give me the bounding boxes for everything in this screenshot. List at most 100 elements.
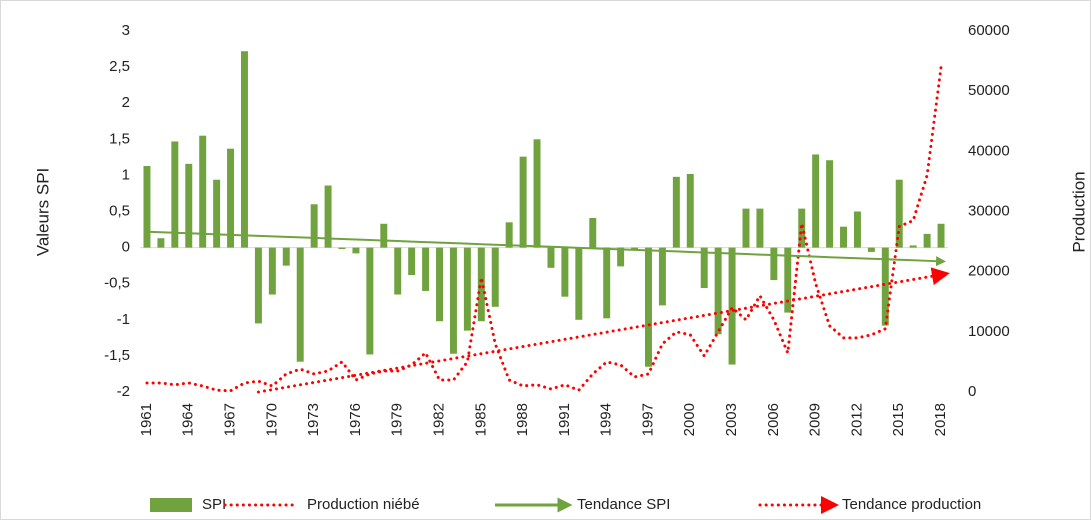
y2-tick-label: 60000 [968,22,1010,39]
y-tick-label: 1 [122,166,130,183]
bar [408,247,416,276]
y-axis-title: Valeurs SPI [33,168,52,257]
bar [533,139,541,248]
bar [853,211,861,248]
x-tick-label: 2018 [932,403,949,436]
y2-tick-label: 50000 [968,82,1010,99]
series-line [145,65,943,393]
bar [672,176,680,248]
x-tick-label: 1964 [180,403,197,436]
bar [282,247,290,266]
y2-tick-label: 20000 [968,263,1010,280]
legend-label: SPI [202,496,226,513]
y-tick-label: 2 [122,94,130,111]
x-tick-label: 1979 [389,403,406,436]
y-tick-label: -0,5 [104,275,130,292]
bar [867,247,875,252]
y-tick-label: -1,5 [104,347,130,364]
bar [366,247,374,355]
bar [254,247,262,324]
bar [171,141,179,248]
series-line [256,267,950,394]
x-tick-label: 2003 [723,403,740,436]
bar [199,135,207,248]
y2-tick-label: 40000 [968,142,1010,159]
bar [491,247,499,307]
bar [324,185,332,248]
bar [436,247,443,322]
x-tick-label: 1994 [598,403,615,436]
bar [617,247,625,267]
bar [352,247,360,254]
bar [589,217,597,248]
bar [895,179,903,248]
bar [840,226,847,248]
series-line [146,230,947,267]
y-tick-label: 3 [122,22,130,39]
bar [227,148,235,248]
y-tick-label: 0,5 [109,202,130,219]
bar [519,156,527,248]
x-tick-label: 1973 [305,403,322,436]
x-tick-label: 2006 [765,403,782,436]
bar [296,247,304,362]
bar [561,247,569,297]
bar [449,247,457,354]
bar [686,173,694,248]
y2-axis-title: Production [1069,171,1088,252]
x-tick-label: 2012 [848,403,865,436]
x-tick-label: 1961 [138,403,155,436]
x-tick-label: 1982 [430,403,447,436]
bar [826,160,834,248]
x-tick-label: 1970 [263,403,280,436]
bar [380,223,388,248]
bar [157,238,165,248]
bar [881,247,889,326]
bar [728,247,736,365]
bar [505,222,513,248]
y-tick-label: 2,5 [109,58,130,75]
bar [700,247,708,289]
y-tick-label: 1,5 [109,130,130,147]
x-tick-label: 2015 [890,403,907,436]
bar [812,154,820,248]
bar [310,204,318,248]
x-tick-label: 1997 [639,403,656,436]
bar [268,247,276,295]
bar [338,247,346,250]
bar [143,166,151,248]
legend-swatch [150,498,192,512]
y-tick-label: -1 [117,311,130,328]
bar [770,247,778,281]
bar [603,247,611,319]
bar [241,51,248,248]
bar [394,247,402,295]
bar [463,247,471,331]
x-tick-label: 1976 [347,403,364,436]
y2-tick-label: 0 [968,383,976,400]
y-tick-label: -2 [117,383,130,400]
bar [937,223,945,248]
bar [909,245,917,248]
bar [547,247,555,268]
bar [658,247,666,306]
y2-tick-label: 30000 [968,202,1010,219]
y2-tick-label: 10000 [968,323,1010,340]
bar [185,163,193,248]
x-tick-label: 1991 [556,403,573,436]
x-tick-label: 2000 [681,403,698,436]
x-tick-label: 1967 [222,403,239,436]
bar [213,179,221,248]
bar [742,208,750,248]
bar [575,247,583,320]
bar [645,247,652,367]
legend-label: Tendance SPI [577,496,670,513]
bar [422,247,430,291]
bar [923,233,931,248]
bar [631,247,639,250]
bar [714,247,722,335]
legend-label: Tendance production [842,496,981,513]
bar [784,247,792,313]
x-tick-label: 1985 [472,403,489,436]
